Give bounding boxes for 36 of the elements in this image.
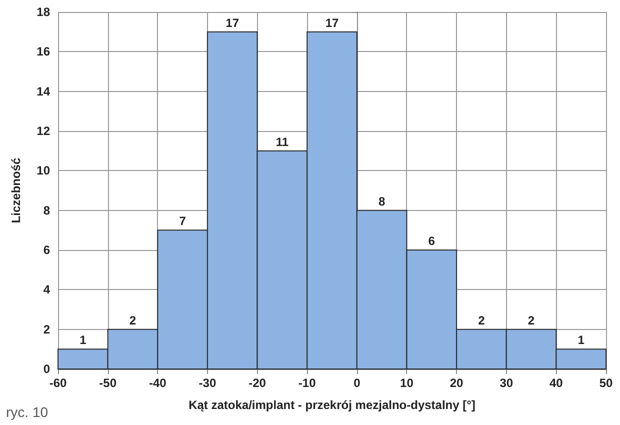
data-label: 7 [179, 214, 186, 228]
data-label: 1 [578, 333, 585, 348]
x-tick-label: -50 [99, 376, 117, 390]
data-label: 11 [276, 134, 289, 149]
y-tick-label: 4 [43, 282, 50, 297]
y-tick-label: 0 [43, 362, 50, 376]
x-tick-label: -20 [248, 376, 266, 390]
x-tick-label: -30 [198, 376, 216, 390]
y-tick-label: 10 [36, 164, 50, 178]
data-label: 2 [528, 313, 535, 328]
y-tick-label: 12 [36, 124, 50, 138]
data-label: 17 [226, 16, 240, 30]
x-tick-label: 20 [450, 376, 464, 390]
y-tick-label: 2 [43, 322, 50, 336]
x-tick-label: 30 [500, 376, 514, 390]
y-tick-label: 14 [36, 84, 50, 98]
y-tick-label: 6 [43, 243, 50, 257]
data-label: 6 [428, 234, 436, 248]
y-tick-label: 18 [36, 5, 50, 19]
x-tick-label: 10 [400, 376, 414, 390]
y-axis-title: Liczebność [9, 158, 23, 224]
x-axis-title: Kąt zatoka/implant - przekrój mezjalno-dystalny [°] [188, 398, 476, 412]
data-label: 17 [325, 16, 339, 30]
y-tick-label: 16 [36, 44, 50, 59]
data-label: 2 [129, 313, 136, 328]
y-tick-label: 8 [43, 203, 50, 218]
x-tick-label: 50 [599, 376, 613, 390]
data-label: 8 [378, 194, 386, 208]
x-tick-label: 40 [550, 376, 564, 390]
x-tick-label: 0 [354, 376, 361, 390]
x-tick-label: -40 [148, 376, 167, 390]
x-tick-label: -10 [298, 376, 316, 390]
data-label: 1 [80, 333, 87, 348]
x-tick-label: -60 [49, 376, 67, 390]
data-label: 2 [478, 313, 486, 328]
text: ryc. 10 [6, 404, 48, 420]
